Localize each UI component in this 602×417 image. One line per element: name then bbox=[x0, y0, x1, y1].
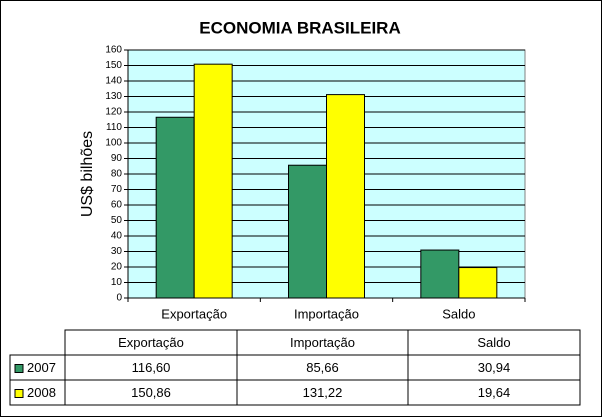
legend-label: 2008 bbox=[27, 385, 56, 400]
table-header: Saldo bbox=[477, 335, 510, 350]
y-tick-label: 70 bbox=[111, 184, 123, 195]
table-header: Importação bbox=[290, 335, 355, 350]
table-value: 19,64 bbox=[478, 385, 511, 400]
table-header: Exportação bbox=[118, 335, 184, 350]
bar bbox=[155, 116, 195, 299]
y-tick-label: 30 bbox=[111, 246, 123, 257]
y-tick-label: 140 bbox=[105, 76, 122, 87]
y-tick-label: 80 bbox=[111, 169, 123, 180]
chart-title: ECONOMIA BRASILEIRA bbox=[199, 18, 401, 37]
y-tick-label: 110 bbox=[106, 122, 122, 133]
bar bbox=[288, 164, 327, 299]
x-tick-label: Importação bbox=[294, 306, 359, 321]
legend-swatch bbox=[14, 364, 24, 373]
bar bbox=[420, 249, 460, 299]
y-tick-label: 60 bbox=[111, 200, 123, 211]
y-tick-label: 0 bbox=[116, 293, 122, 304]
y-tick-label: 150 bbox=[105, 60, 122, 71]
table-value: 150,86 bbox=[131, 385, 171, 400]
y-tick-label: 160 bbox=[105, 45, 122, 56]
y-tick-label: 50 bbox=[111, 215, 123, 226]
bar bbox=[458, 267, 498, 299]
y-tick-label: 20 bbox=[111, 262, 123, 273]
y-tick-label: 130 bbox=[105, 91, 122, 102]
table-value: 131,22 bbox=[303, 385, 343, 400]
y-axis-label: US$ bilhões bbox=[79, 131, 96, 217]
y-tick-label: 100 bbox=[105, 138, 122, 149]
table-value: 85,66 bbox=[306, 360, 339, 375]
y-tick-label: 90 bbox=[111, 153, 123, 164]
x-tick-label: Saldo bbox=[442, 306, 475, 321]
x-tick-label: Exportação bbox=[161, 306, 227, 321]
legend-label: 2007 bbox=[27, 360, 56, 375]
bar bbox=[326, 94, 365, 299]
y-tick-label: 10 bbox=[111, 277, 123, 288]
y-tick-label: 40 bbox=[111, 231, 123, 242]
legend-swatch bbox=[14, 389, 24, 398]
table-value: 30,94 bbox=[478, 360, 511, 375]
y-tick-label: 120 bbox=[105, 107, 122, 118]
bar bbox=[193, 63, 233, 299]
table-value: 116,60 bbox=[132, 360, 171, 375]
